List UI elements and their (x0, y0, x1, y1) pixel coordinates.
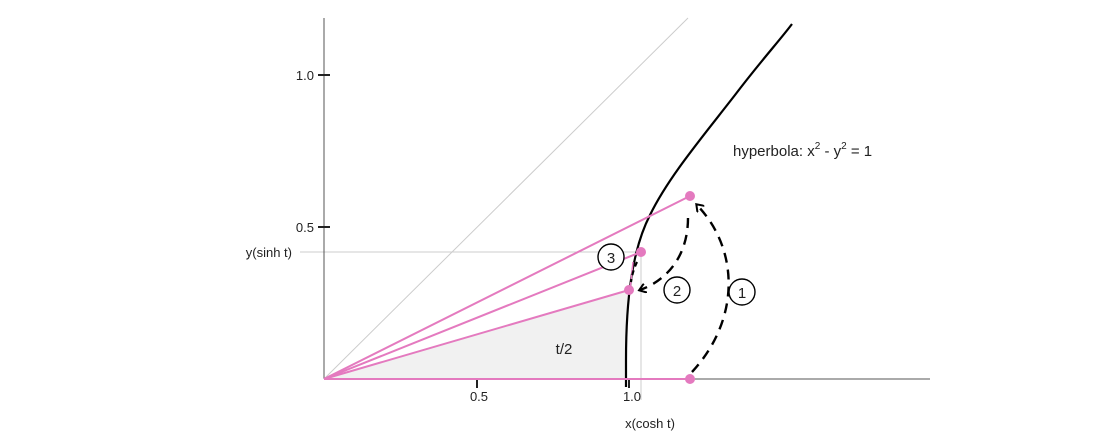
y-axis-label: y(sinh t) (246, 245, 292, 260)
asymptote-line (323, 17, 689, 380)
area-label: t/2 (556, 341, 573, 358)
step-marker-2: 2 (663, 276, 691, 304)
arrow-step-2 (640, 217, 690, 290)
arrow-step-1 (691, 205, 730, 373)
ray-mid (323, 289, 630, 380)
point-current (636, 247, 646, 257)
y-tick-label-1: 1.0 (296, 68, 314, 83)
hyperbola-curve (624, 23, 793, 387)
ray-top (323, 195, 691, 380)
hyperbola-label-exp1: 2 (815, 141, 821, 152)
hyperbola-label-base: hyperbola: x (733, 143, 815, 160)
step-label-1: 1 (738, 285, 746, 302)
hyperbola-label: hyperbola: x2 - y2 = 1 (733, 141, 872, 160)
point-start (685, 374, 695, 384)
hyperbola-label-tail: = 1 (847, 143, 872, 160)
ray-current (323, 251, 642, 380)
step-marker-1: 1 (728, 278, 756, 306)
hyperbola-label-mid: - y (820, 143, 841, 160)
step-label-2: 2 (673, 283, 681, 300)
step-marker-3: 3 (597, 243, 625, 271)
x-tick-label-1: 1.0 (623, 389, 641, 404)
x-axis-label: x(cosh t) (625, 416, 675, 431)
step-label-3: 3 (607, 250, 615, 267)
y-tick-label-05: 0.5 (296, 220, 314, 235)
arrow-step-3 (629, 261, 638, 283)
point-mid (624, 285, 634, 295)
x-tick-label-05: 0.5 (470, 389, 488, 404)
point-top (685, 191, 695, 201)
hyperbola-label-exp2: 2 (841, 141, 847, 152)
